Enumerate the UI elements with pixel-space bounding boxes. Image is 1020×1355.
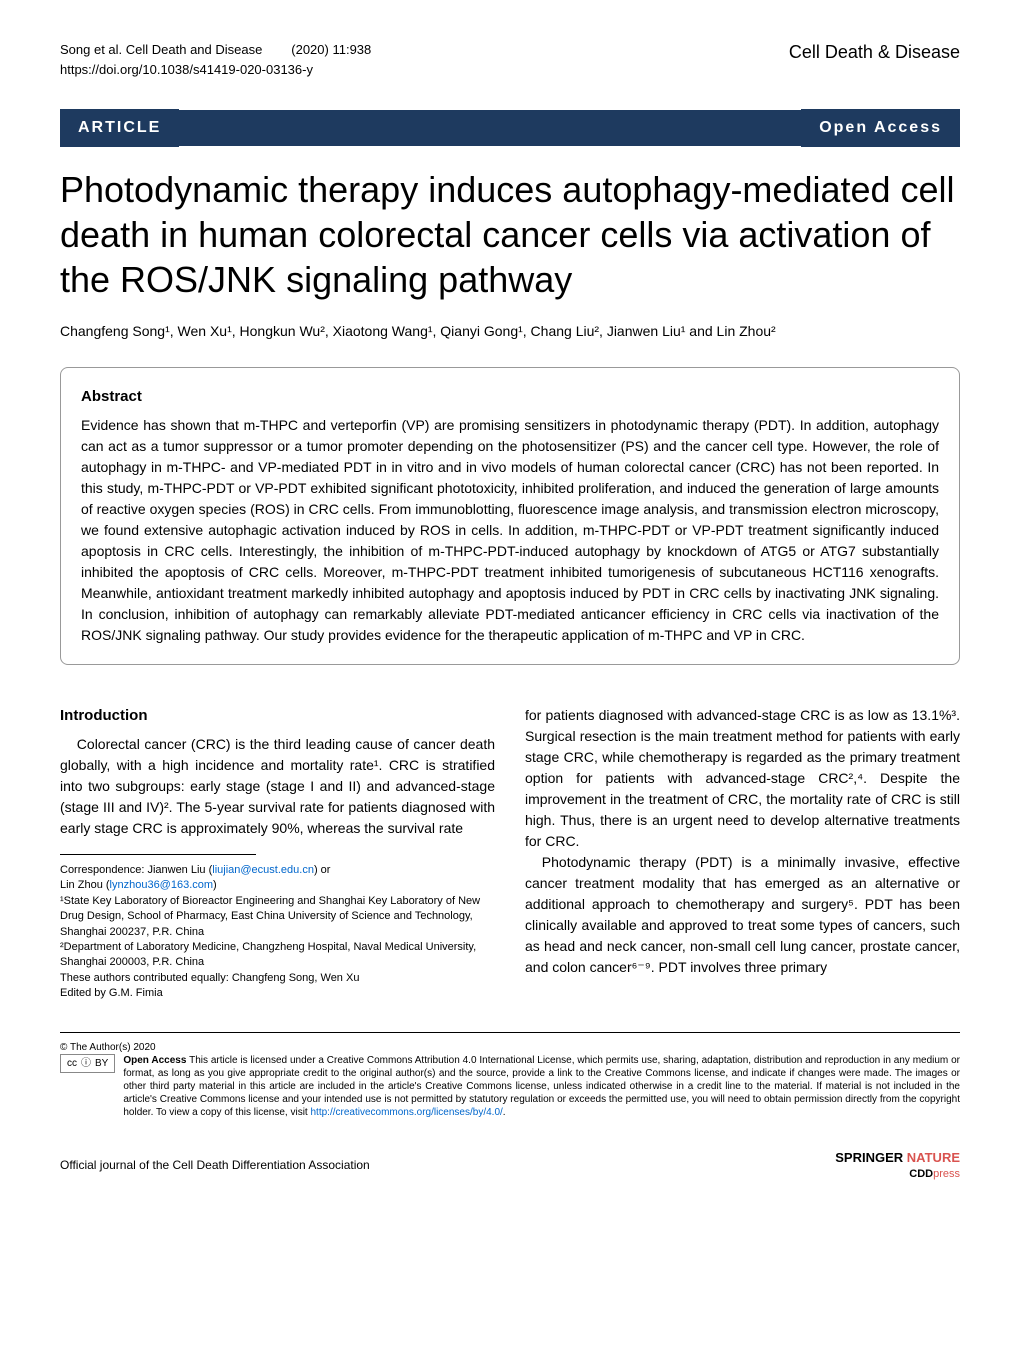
open-access-label: Open Access	[801, 109, 960, 147]
article-label: ARTICLE	[60, 109, 179, 147]
article-type-bar: ARTICLE Open Access	[60, 109, 960, 147]
abstract-heading: Abstract	[81, 386, 939, 407]
copyright-line: © The Author(s) 2020	[60, 1041, 960, 1054]
nature-text: NATURE	[907, 1150, 960, 1165]
publisher-logo: SPRINGER NATURE	[835, 1149, 960, 1167]
page-footer: Official journal of the Cell Death Diffe…	[60, 1149, 960, 1183]
license-text: Open Access This article is licensed und…	[123, 1054, 960, 1119]
body-columns: Introduction Colorectal cancer (CRC) is …	[60, 705, 960, 1002]
footer-left: Official journal of the Cell Death Diffe…	[60, 1157, 370, 1174]
license-block: © The Author(s) 2020 cc ⓘ BY Open Access…	[60, 1032, 960, 1119]
cc-by-badge: cc ⓘ BY	[60, 1054, 115, 1073]
intro-p2-text: for patients diagnosed with advanced-sta…	[525, 705, 960, 852]
correspondence-divider	[60, 854, 256, 855]
cdd-text: CDD	[909, 1168, 933, 1180]
abstract-text: Evidence has shown that m-THPC and verte…	[81, 415, 939, 646]
intro-paragraph-1: Colorectal cancer (CRC) is the third lea…	[60, 734, 495, 839]
corr-line2: Lin Zhou (	[60, 879, 110, 891]
citation-authors: Song et al. Cell Death and Disease	[60, 42, 262, 57]
affiliation-2: ²Department of Laboratory Medicine, Chan…	[60, 941, 476, 968]
intro-p1-text: Colorectal cancer (CRC) is the third lea…	[60, 734, 495, 839]
cc-icon: cc	[67, 1057, 77, 1070]
corr-line1-end: ) or	[314, 864, 331, 876]
corr-line2-end: )	[213, 879, 217, 891]
corr-email-1[interactable]: liujian@ecust.edu.cn	[212, 864, 314, 876]
page-header: Song et al. Cell Death and Disease (2020…	[60, 40, 960, 79]
by-label: BY	[95, 1057, 108, 1070]
article-title: Photodynamic therapy induces autophagy-m…	[60, 167, 960, 302]
edited-by: Edited by G.M. Fimia	[60, 987, 163, 999]
introduction-heading: Introduction	[60, 705, 495, 726]
right-column: for patients diagnosed with advanced-sta…	[525, 705, 960, 1002]
footer-right: SPRINGER NATURE CDDpress	[835, 1149, 960, 1183]
bar-spacer	[179, 110, 801, 146]
citation-block: Song et al. Cell Death and Disease (2020…	[60, 40, 371, 79]
affiliation-1: ¹State Key Laboratory of Bioreactor Engi…	[60, 895, 480, 938]
doi-link[interactable]: https://doi.org/10.1038/s41419-020-03136…	[60, 62, 313, 77]
intro-p3-text: Photodynamic therapy (PDT) is a minimall…	[525, 852, 960, 978]
citation-issue: (2020) 11:938	[291, 42, 371, 57]
cc-row: cc ⓘ BY Open Access This article is lice…	[60, 1054, 960, 1119]
cdd-press: CDDpress	[835, 1167, 960, 1182]
correspondence-block: Correspondence: Jianwen Liu (liujian@ecu…	[60, 863, 495, 1002]
intro-continued: for patients diagnosed with advanced-sta…	[525, 705, 960, 978]
license-url[interactable]: http://creativecommons.org/licenses/by/4…	[310, 1107, 502, 1118]
press-text: press	[933, 1168, 960, 1180]
journal-name: Cell Death & Disease	[789, 40, 960, 65]
author-list: Changfeng Song¹, Wen Xu¹, Hongkun Wu², X…	[60, 322, 960, 342]
license-body: This article is licensed under a Creativ…	[123, 1055, 960, 1118]
corr-label: Correspondence: Jianwen Liu (	[60, 864, 212, 876]
equal-contrib: These authors contributed equally: Chang…	[60, 972, 359, 984]
springer-text: SPRINGER	[835, 1150, 903, 1165]
open-access-heading: Open Access	[123, 1055, 186, 1066]
left-column: Introduction Colorectal cancer (CRC) is …	[60, 705, 495, 1002]
corr-email-2[interactable]: lynzhou36@163.com	[110, 879, 214, 891]
by-icon: ⓘ	[81, 1057, 91, 1070]
abstract-box: Abstract Evidence has shown that m-THPC …	[60, 367, 960, 665]
